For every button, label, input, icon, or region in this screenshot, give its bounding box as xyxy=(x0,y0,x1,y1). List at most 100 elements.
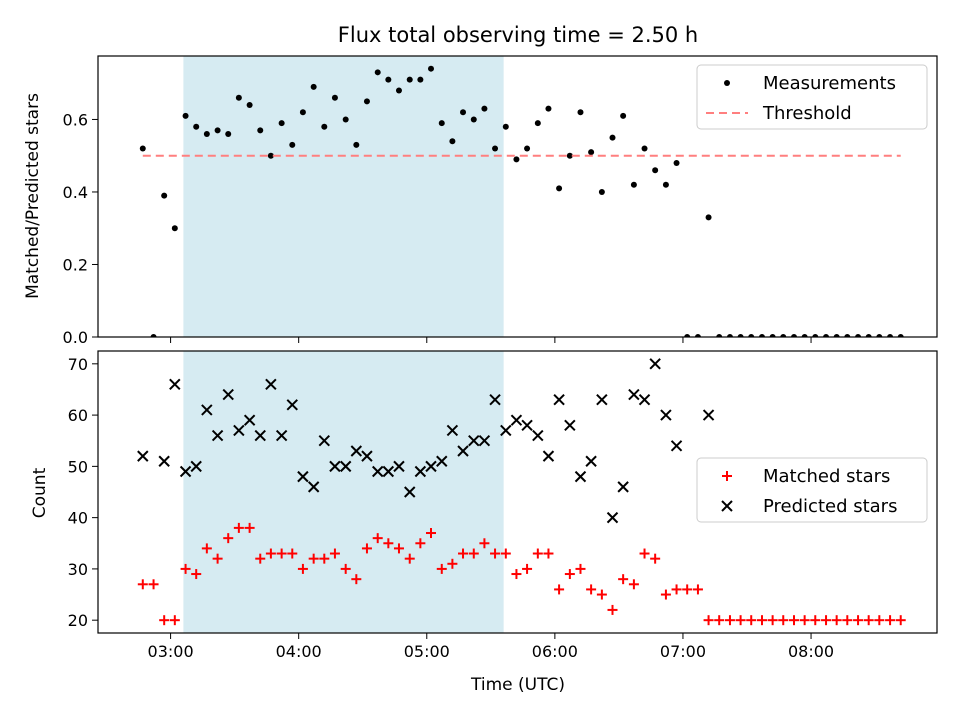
measurements-point xyxy=(203,130,210,137)
matched-stars-point xyxy=(415,538,426,549)
count-y-tick-label: 50 xyxy=(68,457,88,476)
predicted-stars-point xyxy=(436,455,448,467)
predicted-stars-point xyxy=(425,460,437,473)
count-data-layer xyxy=(137,358,906,626)
matched-stars-point xyxy=(297,563,308,574)
matched-stars-point xyxy=(319,553,330,564)
matched-stars-point xyxy=(724,615,735,626)
measurements-point xyxy=(588,149,595,156)
matched-stars-point xyxy=(575,563,586,574)
count-observing-span xyxy=(183,351,504,633)
measurements-point xyxy=(235,94,242,101)
measurements-point xyxy=(748,334,755,337)
predicted-stars-point xyxy=(670,440,683,452)
count-axes-frame xyxy=(97,350,938,634)
measurements-point xyxy=(363,98,370,105)
measurements-point xyxy=(556,185,563,192)
measurements-point xyxy=(652,167,659,174)
measurements-point xyxy=(171,225,178,232)
predicted-stars-point xyxy=(254,429,266,442)
predicted-stars-point xyxy=(446,424,459,437)
count-panel: Time (UTC) Count 20 30 40 50 60 70 03:00 04:00 0… xyxy=(30,350,938,695)
predicted-stars-point xyxy=(361,450,373,462)
predicted-stars-point xyxy=(574,470,587,483)
time-x-axis-label: Time (UTC) xyxy=(470,675,565,695)
measurements-point xyxy=(684,334,691,337)
matched-stars-point xyxy=(201,543,212,554)
matched-stars-point xyxy=(191,569,202,580)
ratio-y-tick-label: 0.2 xyxy=(63,255,88,274)
matched-stars-point xyxy=(692,584,703,595)
measurements-point xyxy=(161,192,168,199)
measurements-point xyxy=(694,334,701,337)
measurements-point xyxy=(139,145,146,152)
matched-stars-point xyxy=(287,548,298,559)
matched-stars-point xyxy=(714,615,725,626)
matched-stars-point xyxy=(746,615,757,626)
predicted-stars-point xyxy=(169,378,181,391)
legend-entry: Threshold xyxy=(706,103,852,124)
measurements-point xyxy=(876,334,883,337)
matched-stars-point xyxy=(244,522,255,533)
matched-stars-point xyxy=(223,533,234,544)
measurements-point xyxy=(534,120,541,127)
matched-stars-point xyxy=(383,538,394,549)
measurements-point xyxy=(620,112,627,119)
matched-stars-point xyxy=(682,584,693,595)
matched-stars-point xyxy=(735,615,746,626)
matched-stars-point xyxy=(372,533,383,544)
matched-stars-point xyxy=(308,553,319,564)
predicted-stars-point xyxy=(617,481,629,493)
predicted-stars-point xyxy=(649,358,661,370)
measurements-point xyxy=(705,214,712,221)
measurements-point xyxy=(481,105,488,112)
measurements-point xyxy=(492,145,499,152)
count-y-tick-label: 20 xyxy=(68,611,88,630)
matched-stars-point xyxy=(159,615,170,626)
predicted-stars-point xyxy=(318,435,331,447)
predicted-stars-point xyxy=(329,460,341,473)
predicted-stars-point xyxy=(222,388,234,401)
predicted-stars-point xyxy=(564,419,576,432)
predicted-stars-point xyxy=(638,394,651,406)
measurements-point xyxy=(342,116,349,123)
matched-stars-point xyxy=(874,615,885,626)
matched-stars-point xyxy=(789,615,800,626)
measurements-point xyxy=(214,127,221,134)
predicted-stars-point xyxy=(393,460,405,473)
measurements-point xyxy=(331,94,338,101)
matched-stars-point xyxy=(671,584,682,595)
matched-stars-point xyxy=(831,615,842,626)
measurements-point xyxy=(726,334,733,337)
measurements-point xyxy=(716,334,723,337)
measurements-point xyxy=(598,188,605,195)
legend-box xyxy=(696,64,928,130)
matched-stars-point xyxy=(490,548,501,559)
predicted-stars-point xyxy=(339,460,352,473)
predicted-stars-point xyxy=(606,511,619,524)
count-y-tick-label: 30 xyxy=(68,560,88,579)
measurements-point xyxy=(791,334,798,337)
matched-stars-point xyxy=(169,615,180,626)
measurements-point xyxy=(385,76,392,83)
matched-stars-point xyxy=(447,558,458,569)
predicted-stars-point xyxy=(265,378,277,391)
measurements-point xyxy=(460,109,467,116)
matched-stars-point xyxy=(778,615,789,626)
predicted-stars-point xyxy=(286,399,298,411)
matched-stars-point xyxy=(543,548,554,559)
count-y-tick-label: 40 xyxy=(68,509,88,528)
measurements-point xyxy=(812,334,819,337)
matched-stars-point xyxy=(564,569,575,580)
x-tick-label: 05:00 xyxy=(404,642,450,661)
matched-stars-point xyxy=(404,553,415,564)
measurements-point xyxy=(897,334,904,337)
matched-stars-point xyxy=(596,589,607,600)
matched-stars-point xyxy=(255,553,266,564)
measurements-point xyxy=(630,181,637,188)
ratio-y-tick-label: 0.6 xyxy=(63,110,88,129)
measurements-point xyxy=(438,120,445,127)
predicted-stars-point xyxy=(702,409,715,421)
measurements-point xyxy=(193,123,200,130)
count-legend: Matched stars Predicted stars xyxy=(696,457,928,523)
